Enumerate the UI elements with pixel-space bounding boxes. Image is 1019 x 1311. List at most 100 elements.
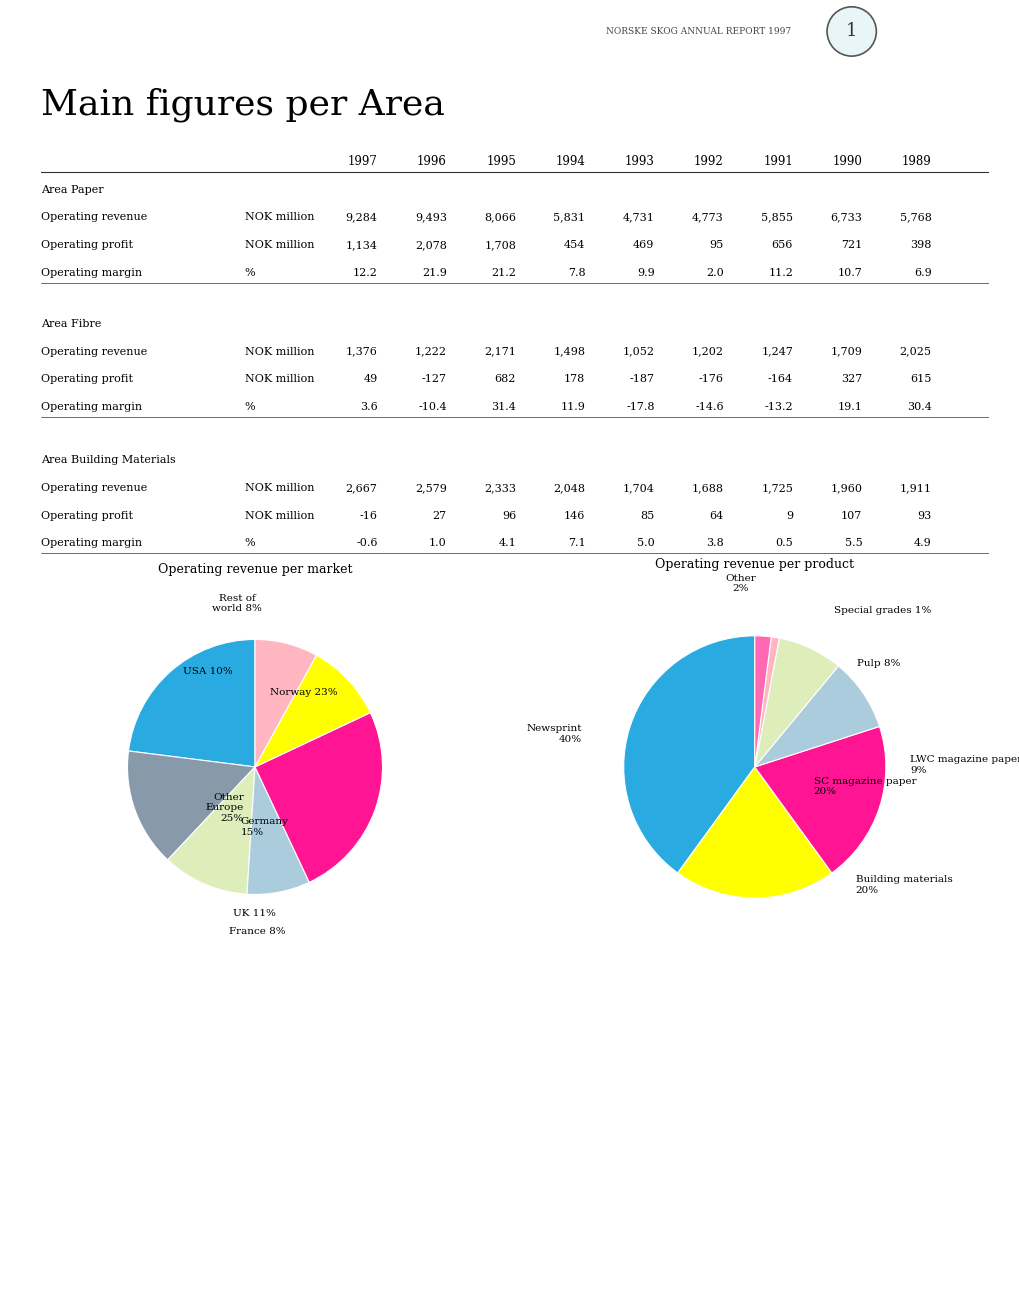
Text: 12.2: 12.2 — [353, 267, 377, 278]
Title: Operating revenue per product: Operating revenue per product — [654, 558, 854, 572]
Text: 85: 85 — [640, 511, 654, 520]
Wedge shape — [255, 656, 370, 767]
Wedge shape — [754, 638, 838, 767]
Text: Area Building Materials: Area Building Materials — [41, 455, 175, 465]
Text: 1,376: 1,376 — [345, 346, 377, 357]
Text: -164: -164 — [767, 375, 792, 384]
Text: 5.0: 5.0 — [636, 539, 654, 548]
Text: Area Paper: Area Paper — [41, 185, 103, 195]
Text: 1,704: 1,704 — [622, 482, 654, 493]
Text: -127: -127 — [422, 375, 446, 384]
Text: 49: 49 — [363, 375, 377, 384]
Text: 1: 1 — [845, 22, 857, 41]
Text: Rest of
world 8%: Rest of world 8% — [212, 594, 262, 614]
Text: 93: 93 — [916, 511, 930, 520]
Text: 6,733: 6,733 — [829, 212, 861, 223]
Wedge shape — [754, 636, 770, 767]
Text: 1.0: 1.0 — [429, 539, 446, 548]
Text: 21.9: 21.9 — [422, 267, 446, 278]
Text: 1,202: 1,202 — [691, 346, 723, 357]
Wedge shape — [623, 636, 754, 873]
Text: 4,731: 4,731 — [622, 212, 654, 223]
Text: Operating margin: Operating margin — [41, 267, 142, 278]
Text: 656: 656 — [771, 240, 792, 250]
Text: Norway 23%: Norway 23% — [270, 687, 337, 696]
Text: 4.9: 4.9 — [913, 539, 930, 548]
Text: -187: -187 — [629, 375, 654, 384]
Text: 1,222: 1,222 — [415, 346, 446, 357]
Text: 2,078: 2,078 — [415, 240, 446, 250]
Title: Operating revenue per market: Operating revenue per market — [158, 564, 352, 577]
Text: 721: 721 — [841, 240, 861, 250]
Text: 2,667: 2,667 — [345, 482, 377, 493]
Wedge shape — [754, 726, 886, 873]
Text: 1,052: 1,052 — [622, 346, 654, 357]
Text: %: % — [245, 267, 255, 278]
Text: 1997: 1997 — [347, 155, 377, 168]
Text: 2.0: 2.0 — [705, 267, 723, 278]
Text: Operating margin: Operating margin — [41, 402, 142, 412]
Text: 1991: 1991 — [762, 155, 792, 168]
Text: 398: 398 — [909, 240, 930, 250]
Text: 3.8: 3.8 — [705, 539, 723, 548]
Text: 1992: 1992 — [693, 155, 723, 168]
Text: 146: 146 — [564, 511, 585, 520]
Text: Main figures per Area: Main figures per Area — [41, 88, 444, 122]
Text: 2,048: 2,048 — [552, 482, 585, 493]
Text: 2,579: 2,579 — [415, 482, 446, 493]
Text: 1995: 1995 — [486, 155, 516, 168]
Text: Operating margin: Operating margin — [41, 539, 142, 548]
Text: 9,284: 9,284 — [345, 212, 377, 223]
Text: 682: 682 — [494, 375, 516, 384]
Text: Operating profit: Operating profit — [41, 240, 132, 250]
Text: SC magazine paper
20%: SC magazine paper 20% — [813, 777, 915, 796]
Text: NOK million: NOK million — [245, 212, 314, 223]
Text: 1996: 1996 — [417, 155, 446, 168]
Text: -17.8: -17.8 — [626, 402, 654, 412]
Text: Other
Europe
25%: Other Europe 25% — [205, 793, 244, 823]
Text: 21.2: 21.2 — [491, 267, 516, 278]
Text: 4.1: 4.1 — [498, 539, 516, 548]
Text: Newsprint
40%: Newsprint 40% — [526, 725, 582, 743]
Wedge shape — [127, 751, 255, 860]
Text: 1993: 1993 — [624, 155, 654, 168]
Text: LWC magazine paper
9%: LWC magazine paper 9% — [910, 755, 1019, 775]
Text: -13.2: -13.2 — [763, 402, 792, 412]
Text: 11.9: 11.9 — [559, 402, 585, 412]
Text: 9,493: 9,493 — [415, 212, 446, 223]
Text: Building materials
20%: Building materials 20% — [855, 876, 952, 894]
Text: 4,773: 4,773 — [691, 212, 723, 223]
Circle shape — [826, 7, 875, 56]
Text: Other
2%: Other 2% — [725, 574, 755, 594]
Text: 1994: 1994 — [555, 155, 585, 168]
Text: -176: -176 — [698, 375, 723, 384]
Text: %: % — [245, 402, 255, 412]
Text: Operating revenue: Operating revenue — [41, 346, 147, 357]
Text: 9.9: 9.9 — [636, 267, 654, 278]
Text: 5,855: 5,855 — [760, 212, 792, 223]
Text: 30.4: 30.4 — [906, 402, 930, 412]
Wedge shape — [128, 640, 255, 767]
Text: 2,171: 2,171 — [484, 346, 516, 357]
Text: 1,498: 1,498 — [552, 346, 585, 357]
Text: 615: 615 — [909, 375, 930, 384]
Text: 1,708: 1,708 — [484, 240, 516, 250]
Text: Operating revenue: Operating revenue — [41, 482, 147, 493]
Text: 7.8: 7.8 — [568, 267, 585, 278]
Text: -10.4: -10.4 — [418, 402, 446, 412]
Text: 1,134: 1,134 — [345, 240, 377, 250]
Text: 5,831: 5,831 — [552, 212, 585, 223]
Text: 1,688: 1,688 — [691, 482, 723, 493]
Text: USA 10%: USA 10% — [182, 667, 232, 676]
Text: 95: 95 — [709, 240, 723, 250]
Text: 31.4: 31.4 — [491, 402, 516, 412]
Text: 1,247: 1,247 — [760, 346, 792, 357]
Text: 1,709: 1,709 — [829, 346, 861, 357]
Text: 11.2: 11.2 — [767, 267, 792, 278]
Wedge shape — [167, 767, 255, 894]
Wedge shape — [677, 767, 832, 898]
Wedge shape — [247, 767, 309, 894]
Text: -16: -16 — [360, 511, 377, 520]
Text: 8,066: 8,066 — [484, 212, 516, 223]
Text: 1,911: 1,911 — [899, 482, 930, 493]
